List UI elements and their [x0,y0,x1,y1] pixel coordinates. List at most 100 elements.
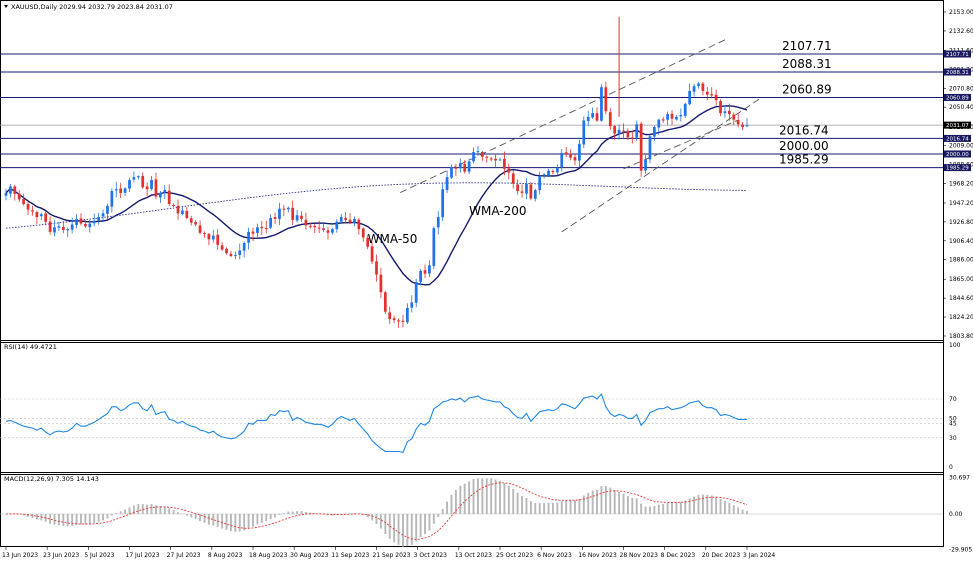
candle [423,264,427,279]
candle-body [361,228,365,238]
candle [66,227,70,238]
candle-body [114,189,118,191]
candle-body [339,217,343,222]
candle [661,116,665,124]
candle [357,218,361,235]
candle [44,211,48,226]
level-annotation: 2000.00 [779,139,829,153]
candle [503,151,506,176]
candle [273,212,277,225]
level-tag-bg [944,134,971,142]
candle [463,160,467,174]
candle-body [525,183,528,194]
candle [436,211,440,235]
candle [211,229,215,243]
candle [123,187,127,196]
candle-body [379,274,383,293]
candle [533,188,537,202]
candle [348,212,352,225]
candle [657,118,661,135]
candle-body [13,186,17,194]
candle [551,169,555,175]
candle-body [657,119,661,128]
rsi-tick-label: 0 [949,464,953,471]
candle-body [225,248,228,254]
candle-body [75,218,78,225]
rsi-tick-label: 45 [949,420,957,427]
candle [727,103,731,121]
candle [53,219,56,237]
candle-body [211,235,215,240]
candle-body [317,227,321,229]
candle-body [101,213,105,217]
candle [251,227,255,241]
candle [688,83,692,106]
candle-body [630,137,634,139]
candle-body [697,83,700,87]
x-tick-label: 13 Oct 2023 [455,552,492,559]
candle-body [110,191,114,207]
candle [256,223,259,238]
candle-body [538,176,542,191]
candle [489,156,493,162]
candle [441,182,445,221]
candle [683,102,687,119]
rsi-header: RSI(14) 49.4721 [4,343,57,351]
candle-body [39,214,43,217]
candle-body [233,255,237,257]
x-tick-label: 3 Jan 2024 [743,552,775,559]
x-tick-label: 13 Jun 2023 [2,552,38,559]
candle [414,278,418,308]
candle [375,254,378,282]
candle [516,179,520,195]
candle [150,175,153,191]
candle [419,269,422,286]
candle-body [260,226,264,229]
candle [608,107,612,130]
candle-body [229,253,233,257]
collapse-triangle-icon[interactable] [4,5,8,8]
candle-body [688,90,692,105]
candle-body [4,192,8,196]
candle-body [555,167,559,173]
candle [194,220,198,227]
level-tag-bg [944,68,971,76]
wma50-annotation: WMA-50 [368,232,418,246]
x-tick-label: 28 Nov 2023 [620,552,659,559]
candle [485,155,489,163]
x-tick-label: 6 Nov 2023 [537,552,572,559]
candle-body [507,168,511,173]
macd-panel [0,478,943,547]
candle [458,158,462,173]
candle [313,223,317,233]
x-tick-label: 16 Nov 2023 [578,552,617,559]
candle [428,260,431,278]
candle [97,212,100,225]
candle-body [480,151,484,157]
candle [141,172,145,189]
candle-body [683,103,687,116]
level-annotation: 2107.71 [782,39,832,53]
candle [644,154,647,174]
candle-body [436,217,440,228]
candle-body [322,228,325,231]
candle [388,306,392,324]
candle-body [150,179,153,190]
candle-body [295,215,299,221]
candle-body [595,113,599,121]
level-annotation: 2016.74 [779,123,829,137]
y-tick-label: 2050.40 [949,104,973,111]
candle-body [719,101,722,114]
level-tag-bg [944,164,971,172]
candle [31,205,34,216]
candle-body [264,228,268,230]
candle [379,267,383,299]
candle [666,111,669,126]
x-tick-label: 21 Sep 2023 [373,552,411,559]
candles [4,16,749,328]
candle-body [485,156,489,158]
candle [542,172,546,179]
candle-body [450,166,453,178]
candle [635,120,639,141]
candle-body [22,198,26,205]
